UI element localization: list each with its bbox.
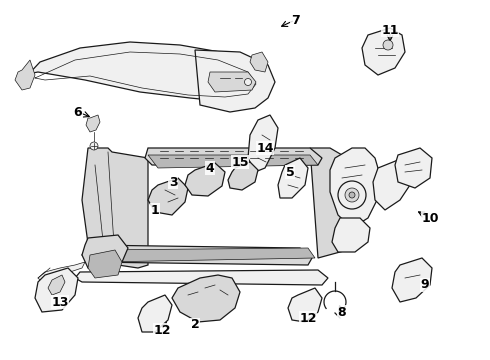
Polygon shape — [185, 163, 225, 196]
Polygon shape — [138, 295, 172, 332]
Polygon shape — [330, 148, 380, 228]
Polygon shape — [75, 270, 328, 285]
Polygon shape — [310, 148, 355, 258]
Text: 14: 14 — [256, 141, 274, 154]
Polygon shape — [250, 52, 268, 72]
Text: 5: 5 — [286, 166, 294, 179]
Polygon shape — [22, 42, 270, 102]
Polygon shape — [228, 162, 258, 190]
Polygon shape — [82, 235, 128, 272]
Polygon shape — [145, 148, 322, 165]
Circle shape — [349, 192, 355, 198]
Text: 12: 12 — [299, 311, 317, 324]
Text: 2: 2 — [191, 319, 199, 332]
Polygon shape — [86, 115, 100, 132]
Polygon shape — [195, 50, 275, 112]
Circle shape — [90, 142, 98, 150]
Text: 1: 1 — [150, 203, 159, 216]
Polygon shape — [172, 275, 240, 322]
Polygon shape — [248, 115, 278, 172]
Polygon shape — [278, 158, 308, 198]
Text: 12: 12 — [153, 324, 171, 337]
Polygon shape — [88, 250, 122, 278]
Polygon shape — [82, 245, 312, 265]
Circle shape — [338, 181, 366, 209]
Text: 9: 9 — [421, 279, 429, 292]
Text: 15: 15 — [231, 156, 249, 168]
Polygon shape — [48, 275, 65, 295]
Text: 13: 13 — [51, 296, 69, 309]
Text: 11: 11 — [381, 23, 399, 36]
Text: 8: 8 — [338, 306, 346, 319]
Polygon shape — [362, 28, 405, 75]
Polygon shape — [148, 178, 188, 215]
Polygon shape — [395, 148, 432, 188]
Polygon shape — [208, 72, 256, 92]
Polygon shape — [392, 258, 432, 302]
Text: 10: 10 — [421, 211, 439, 225]
Polygon shape — [332, 218, 370, 252]
Circle shape — [383, 40, 393, 50]
Polygon shape — [373, 160, 412, 210]
Circle shape — [245, 78, 251, 85]
Text: 3: 3 — [169, 175, 177, 189]
Polygon shape — [148, 155, 318, 168]
Text: 4: 4 — [206, 162, 215, 175]
Circle shape — [345, 188, 359, 202]
Text: 7: 7 — [291, 13, 299, 27]
Polygon shape — [82, 148, 148, 268]
Polygon shape — [15, 60, 35, 90]
Polygon shape — [288, 288, 322, 322]
Polygon shape — [38, 262, 85, 282]
Polygon shape — [95, 248, 315, 262]
Polygon shape — [35, 268, 78, 312]
Text: 6: 6 — [74, 105, 82, 118]
